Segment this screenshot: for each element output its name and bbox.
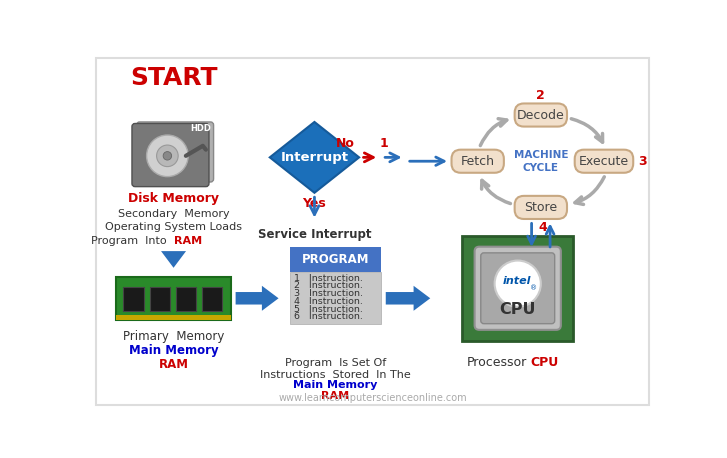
Text: 1: 1 bbox=[379, 136, 388, 150]
Circle shape bbox=[156, 145, 178, 167]
Text: START: START bbox=[130, 66, 217, 90]
Text: 3: 3 bbox=[638, 155, 647, 168]
Text: Disk Memory: Disk Memory bbox=[128, 192, 219, 205]
Text: Decode: Decode bbox=[517, 109, 565, 121]
Text: CPU: CPU bbox=[531, 356, 559, 370]
Text: No: No bbox=[336, 136, 355, 150]
Text: Store: Store bbox=[524, 201, 558, 214]
Text: 2: 2 bbox=[537, 89, 545, 102]
Text: 6   Instruction.: 6 Instruction. bbox=[294, 312, 364, 321]
Text: Service Interrupt: Service Interrupt bbox=[257, 228, 371, 241]
Text: Main Memory: Main Memory bbox=[129, 344, 218, 357]
FancyBboxPatch shape bbox=[116, 315, 231, 320]
Text: Execute: Execute bbox=[579, 155, 629, 168]
FancyBboxPatch shape bbox=[481, 253, 555, 324]
Text: MACHINE
CYCLE: MACHINE CYCLE bbox=[513, 150, 568, 173]
Text: 4: 4 bbox=[538, 221, 547, 234]
Text: intel: intel bbox=[502, 276, 531, 286]
Text: Program  Into: Program Into bbox=[91, 236, 174, 246]
FancyBboxPatch shape bbox=[150, 287, 169, 311]
Text: 1   Instruction.: 1 Instruction. bbox=[294, 274, 364, 283]
Text: Interrupt: Interrupt bbox=[281, 151, 348, 164]
Text: Operating System Loads: Operating System Loads bbox=[105, 223, 242, 233]
FancyBboxPatch shape bbox=[132, 124, 209, 186]
Text: Primary  Memory: Primary Memory bbox=[123, 329, 224, 343]
Text: ®: ® bbox=[529, 285, 537, 291]
Text: 4   Instruction.: 4 Instruction. bbox=[294, 297, 364, 306]
FancyBboxPatch shape bbox=[202, 287, 222, 311]
FancyBboxPatch shape bbox=[475, 247, 561, 330]
Polygon shape bbox=[270, 122, 359, 193]
Text: RAM: RAM bbox=[321, 391, 349, 401]
FancyBboxPatch shape bbox=[515, 104, 567, 126]
Text: Instructions  Stored  In The: Instructions Stored In The bbox=[260, 370, 411, 380]
Text: Yes: Yes bbox=[302, 197, 326, 210]
Text: Main Memory: Main Memory bbox=[293, 380, 377, 390]
Text: Fetch: Fetch bbox=[461, 155, 494, 168]
Circle shape bbox=[494, 261, 541, 307]
Text: CPU: CPU bbox=[499, 302, 536, 317]
Text: RAM: RAM bbox=[158, 358, 188, 371]
Circle shape bbox=[163, 152, 172, 160]
Text: 2   Instruction.: 2 Instruction. bbox=[294, 282, 364, 290]
FancyBboxPatch shape bbox=[137, 122, 214, 182]
FancyBboxPatch shape bbox=[575, 150, 633, 173]
Text: Secondary  Memory: Secondary Memory bbox=[118, 208, 229, 218]
FancyBboxPatch shape bbox=[451, 150, 504, 173]
Text: PROGRAM: PROGRAM bbox=[302, 253, 369, 266]
FancyBboxPatch shape bbox=[290, 247, 381, 272]
Text: RAM: RAM bbox=[174, 236, 201, 246]
Text: 5   Instruction.: 5 Instruction. bbox=[294, 305, 364, 314]
Text: 3   Instruction.: 3 Instruction. bbox=[294, 289, 364, 298]
Circle shape bbox=[147, 135, 188, 177]
Text: Program  Is Set Of: Program Is Set Of bbox=[284, 358, 386, 368]
FancyBboxPatch shape bbox=[124, 287, 143, 311]
Text: HDD: HDD bbox=[190, 125, 211, 133]
Text: www.learncomputerscienceonline.com: www.learncomputerscienceonline.com bbox=[278, 393, 467, 403]
FancyBboxPatch shape bbox=[290, 272, 381, 324]
FancyBboxPatch shape bbox=[462, 236, 573, 341]
Text: Processor: Processor bbox=[467, 356, 527, 370]
FancyBboxPatch shape bbox=[116, 278, 231, 320]
FancyBboxPatch shape bbox=[515, 196, 567, 219]
FancyBboxPatch shape bbox=[176, 287, 196, 311]
